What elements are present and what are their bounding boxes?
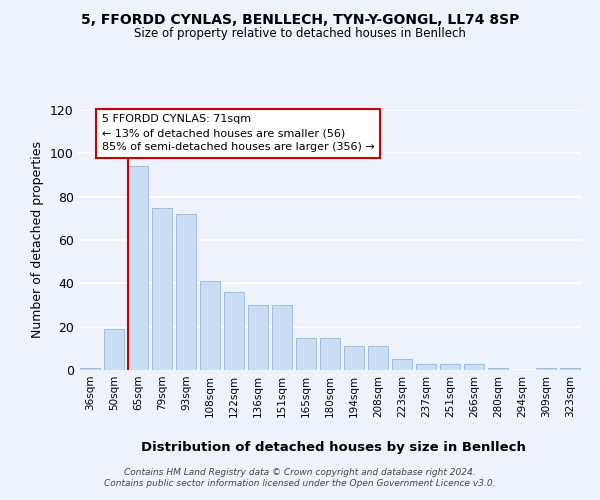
Bar (488, 368, 508, 370)
Bar (296, 338, 316, 370)
Bar (104, 329, 124, 370)
Text: Size of property relative to detached houses in Benllech: Size of property relative to detached ho… (134, 28, 466, 40)
Bar (368, 346, 388, 370)
Text: 5, FFORDD CYNLAS, BENLLECH, TYN-Y-GONGL, LL74 8SP: 5, FFORDD CYNLAS, BENLLECH, TYN-Y-GONGL,… (81, 12, 519, 26)
Bar (176, 214, 196, 370)
Bar (128, 166, 148, 370)
Bar (416, 364, 436, 370)
Bar (320, 338, 340, 370)
Bar (80, 368, 100, 370)
Bar (152, 208, 172, 370)
Text: Contains HM Land Registry data © Crown copyright and database right 2024.
Contai: Contains HM Land Registry data © Crown c… (104, 468, 496, 487)
Bar (224, 292, 244, 370)
Text: 5 FFORDD CYNLAS: 71sqm
← 13% of detached houses are smaller (56)
85% of semi-det: 5 FFORDD CYNLAS: 71sqm ← 13% of detached… (102, 114, 375, 152)
Bar (272, 305, 292, 370)
Text: Distribution of detached houses by size in Benllech: Distribution of detached houses by size … (140, 441, 526, 454)
Y-axis label: Number of detached properties: Number of detached properties (31, 142, 44, 338)
Bar (344, 346, 364, 370)
Bar (392, 359, 412, 370)
Bar (440, 364, 460, 370)
Bar (536, 368, 556, 370)
Bar (464, 364, 484, 370)
Bar (248, 305, 268, 370)
Bar (560, 368, 580, 370)
Bar (200, 281, 220, 370)
